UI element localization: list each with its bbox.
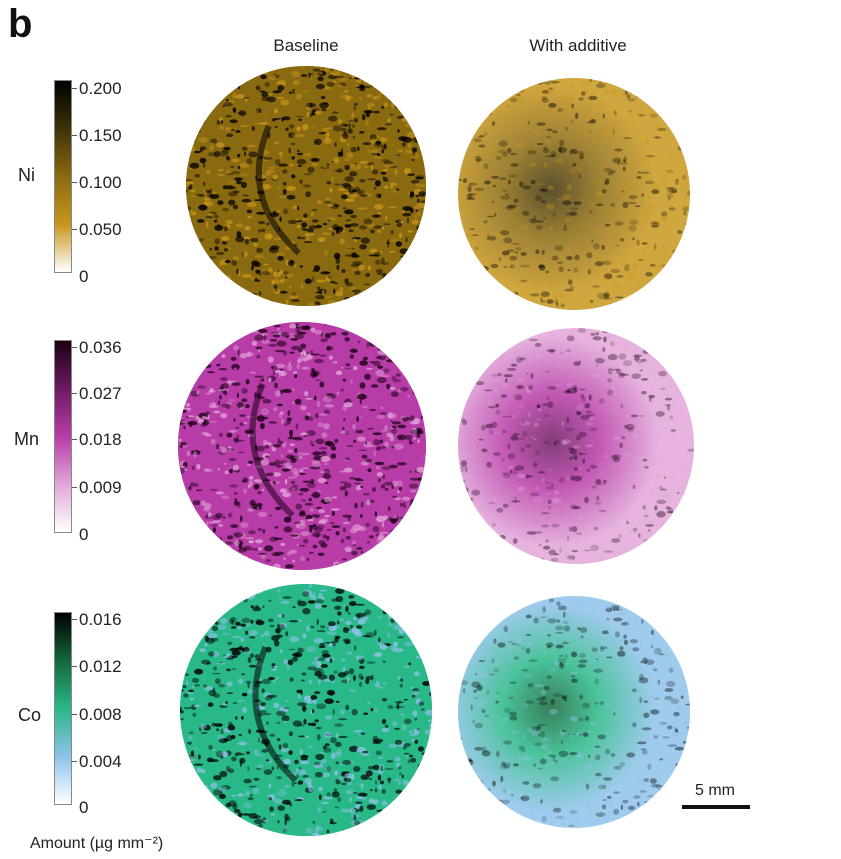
tick-label-mn: 0.018: [79, 430, 122, 449]
tickmark: [72, 135, 77, 136]
tick-label-mn: 0.027: [79, 384, 122, 403]
tickmark: [72, 439, 77, 440]
tickmark: [72, 714, 77, 715]
map-co-baseline: [180, 584, 432, 836]
column-header-baseline: Baseline: [273, 36, 339, 55]
tickmark: [72, 347, 77, 348]
scale-bar: [682, 805, 750, 809]
tick-label-ni-max: 0.200: [79, 79, 122, 98]
row-label-co: Co: [18, 705, 42, 725]
map-mn-baseline: [178, 322, 426, 570]
tick-label-co: 0.008: [79, 705, 122, 724]
map-co-with-additive: [458, 596, 690, 828]
panel-letter: b: [8, 2, 33, 46]
scale-bar-label: 5 mm: [695, 782, 735, 799]
colorbar-ni: [54, 80, 72, 273]
tick-label-co-max: 0.016: [79, 610, 122, 629]
colorbar-co: [54, 612, 72, 805]
tickmark: [72, 619, 77, 620]
tick-label-ni: 0.100: [79, 173, 122, 192]
tick-label-mn: 0.009: [79, 478, 122, 497]
tick-label-ni-min: 0: [79, 267, 89, 286]
tick-label-co: 0.004: [79, 752, 122, 771]
row-label-ni: Ni: [18, 165, 35, 185]
tickmark: [72, 666, 77, 667]
tickmark: [72, 182, 77, 183]
tick-label-ni: 0.150: [79, 126, 122, 145]
units-label: Amount (µg mm⁻²): [30, 835, 164, 852]
map-ni-with-additive: [458, 78, 690, 310]
tick-label-co-min: 0: [79, 798, 89, 817]
tick-label-ni: 0.050: [79, 220, 122, 239]
map-mn-with-additive: [458, 328, 694, 564]
tickmark: [72, 229, 77, 230]
colorbar-mn: [54, 340, 72, 533]
tick-label-co: 0.012: [79, 657, 122, 676]
tickmark: [72, 487, 77, 488]
tickmark: [72, 88, 77, 89]
tick-label-mn-max: 0.036: [79, 338, 122, 357]
row-label-mn: Mn: [14, 429, 40, 449]
tickmark: [72, 761, 77, 762]
tick-label-mn-min: 0: [79, 525, 89, 544]
column-header-with-additive: With additive: [529, 36, 627, 55]
map-ni-baseline: [186, 66, 426, 306]
tickmark: [72, 393, 77, 394]
